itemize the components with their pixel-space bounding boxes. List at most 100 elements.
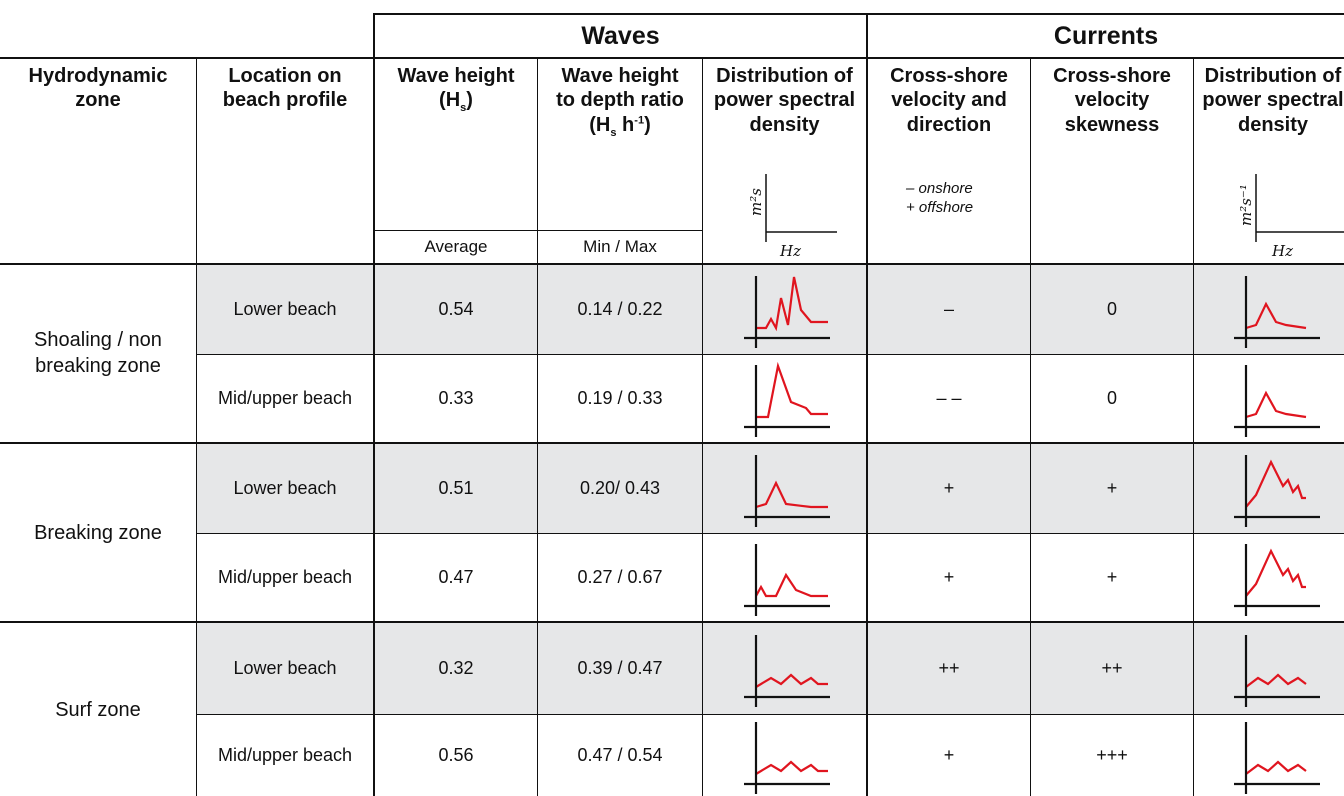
psd-curve bbox=[1245, 673, 1307, 688]
col-header-ratio: Wave height to depth ratio (Hs h-1) bbox=[538, 64, 702, 164]
rule-col-5 bbox=[866, 13, 868, 796]
rule-col-7 bbox=[1193, 58, 1194, 796]
group-header-currents: Currents bbox=[1053, 21, 1159, 50]
rule-header-bottom bbox=[0, 263, 1344, 265]
ratio-close: ) bbox=[644, 113, 651, 136]
psd-curve bbox=[1245, 301, 1307, 329]
zone-label-surf: Surf zone bbox=[0, 623, 196, 796]
wave-psd-sketch bbox=[744, 361, 830, 437]
current-psd-sketch bbox=[1234, 634, 1320, 707]
velocity-legend: – onshore + offshore bbox=[906, 180, 1026, 222]
zone-label-surf-line-1: Surf zone bbox=[55, 698, 141, 721]
wave-psd-x-label: Hz bbox=[779, 242, 801, 260]
col-header-velocity-line-1: Cross-shore bbox=[890, 65, 1008, 87]
psd-curve bbox=[755, 760, 828, 775]
col-header-current-psd: Distribution of power spectral density bbox=[1183, 64, 1344, 164]
psd-curve bbox=[1245, 547, 1306, 597]
rule-top bbox=[373, 13, 1344, 15]
col-header-zone: Hydrodynamic zone bbox=[0, 64, 196, 134]
col-header-ratio-line-3: (Hs h-1) bbox=[589, 113, 650, 140]
col-header-velocity: Cross-shore velocity and direction bbox=[868, 64, 1030, 164]
location-cell: Lower beach bbox=[233, 657, 337, 678]
current-psd-sketch bbox=[1234, 543, 1320, 616]
skewness-cell: 0 bbox=[1106, 387, 1117, 408]
rule-row-5 bbox=[197, 714, 1344, 715]
zone-label-shoaling: Shoaling / non breaking zone bbox=[0, 264, 196, 442]
psd-curve bbox=[1245, 458, 1306, 508]
hs-close: ) bbox=[466, 89, 473, 112]
ratio-sup: -1 bbox=[634, 114, 645, 127]
velocity-cell: + bbox=[943, 477, 955, 498]
row-shade-5 bbox=[197, 622, 1344, 714]
wave-psd-y-label: m²s bbox=[747, 188, 765, 216]
psd-curve bbox=[1245, 390, 1307, 418]
current-psd-y-label: m²s⁻¹ bbox=[1237, 184, 1255, 226]
psd-curve bbox=[755, 479, 828, 508]
velocity-cell: + bbox=[943, 566, 955, 587]
subheader-average: Average bbox=[424, 236, 488, 256]
current-psd-sketch bbox=[1234, 721, 1320, 794]
col-header-velocity-line-2: velocity and bbox=[891, 89, 1007, 112]
psd-curve bbox=[1245, 760, 1307, 775]
ratio-cell: 0.19 / 0.33 bbox=[577, 387, 663, 408]
location-cell: Mid/upper beach bbox=[217, 387, 353, 408]
location-cell: Lower beach bbox=[233, 477, 337, 498]
current-psd-sketch bbox=[1234, 364, 1320, 437]
ratio-cell: 0.39 / 0.47 bbox=[577, 657, 663, 678]
psd-curve bbox=[755, 673, 828, 688]
wave-height-cell: 0.32 bbox=[438, 657, 474, 678]
skewness-cell: + bbox=[1106, 566, 1118, 587]
wave-height-cell: 0.33 bbox=[438, 387, 474, 408]
psd-curve bbox=[756, 276, 828, 331]
ratio-cell: 0.27 / 0.67 bbox=[577, 566, 663, 587]
hs-symbol: (H bbox=[439, 89, 461, 112]
rule-col-3 bbox=[537, 58, 538, 796]
col-header-velocity-line-3: direction bbox=[906, 113, 992, 136]
rule-col-4 bbox=[702, 58, 703, 796]
wave-height-cell: 0.56 bbox=[438, 744, 474, 765]
ratio-cell: 0.14 / 0.22 bbox=[577, 298, 663, 319]
skewness-cell: + bbox=[1106, 477, 1118, 498]
psd-curve bbox=[756, 361, 828, 418]
legend-offshore: + offshore bbox=[906, 198, 974, 216]
zone-label-shoaling-line-1: Shoaling / non bbox=[34, 329, 162, 351]
wave-height-cell: 0.47 bbox=[438, 566, 474, 587]
col-header-wave-height: Wave height (Hs) bbox=[375, 64, 537, 134]
skewness-cell: ++ bbox=[1101, 657, 1123, 678]
wave-height-cell: 0.51 bbox=[438, 477, 474, 498]
legend-onshore: – onshore bbox=[906, 180, 973, 197]
location-cell: Mid/upper beach bbox=[217, 566, 353, 587]
ratio-h: (H bbox=[589, 113, 611, 136]
zone-label-shoaling-line-2: breaking zone bbox=[35, 355, 161, 377]
ratio-cell: 0.20/ 0.43 bbox=[579, 477, 661, 498]
ratio-depth: h bbox=[616, 113, 635, 136]
ratio-cell: 0.47 / 0.54 bbox=[577, 744, 663, 765]
psd-curve bbox=[755, 572, 828, 597]
col-header-current-psd-line-3: density bbox=[1237, 113, 1309, 136]
velocity-cell: ++ bbox=[938, 657, 960, 678]
velocity-cell: – – bbox=[936, 387, 962, 408]
velocity-cell: – bbox=[943, 298, 954, 319]
wave-psd-sketch bbox=[744, 543, 830, 616]
col-header-ratio-line-2: to depth ratio bbox=[556, 89, 684, 112]
col-header-location: Location on beach profile bbox=[197, 64, 373, 134]
rule-col-1 bbox=[196, 58, 197, 796]
col-header-wave-psd-line-1: Distribution of bbox=[716, 65, 853, 87]
col-header-location-line-2: beach profile bbox=[222, 89, 348, 112]
wave-psd-axis-key: m²s Hz bbox=[747, 174, 837, 260]
current-psd-axis-key: m²s⁻¹ Hz bbox=[1237, 174, 1344, 260]
col-header-ratio-line-1: Wave height bbox=[561, 65, 679, 87]
current-psd-sketch bbox=[1234, 454, 1320, 527]
col-header-skewness-line-1: Cross-shore bbox=[1053, 65, 1171, 87]
location-cell: Lower beach bbox=[233, 298, 337, 319]
col-header-skewness: Cross-shore velocity skewness bbox=[1031, 64, 1193, 164]
col-header-wave-height-line-1: Wave height bbox=[397, 65, 515, 87]
col-header-wave-height-line-2: (Hs) bbox=[439, 88, 473, 115]
wave-psd-sketch bbox=[744, 454, 830, 527]
wave-psd-sketch bbox=[744, 634, 830, 707]
current-psd-x-label: Hz bbox=[1271, 242, 1293, 260]
col-header-zone-line-2: zone bbox=[75, 89, 121, 112]
col-header-current-psd-line-2: power spectral bbox=[1202, 89, 1344, 112]
col-header-wave-psd-line-3: density bbox=[749, 113, 820, 136]
zone-label-breaking-line-1: Breaking zone bbox=[34, 521, 162, 544]
